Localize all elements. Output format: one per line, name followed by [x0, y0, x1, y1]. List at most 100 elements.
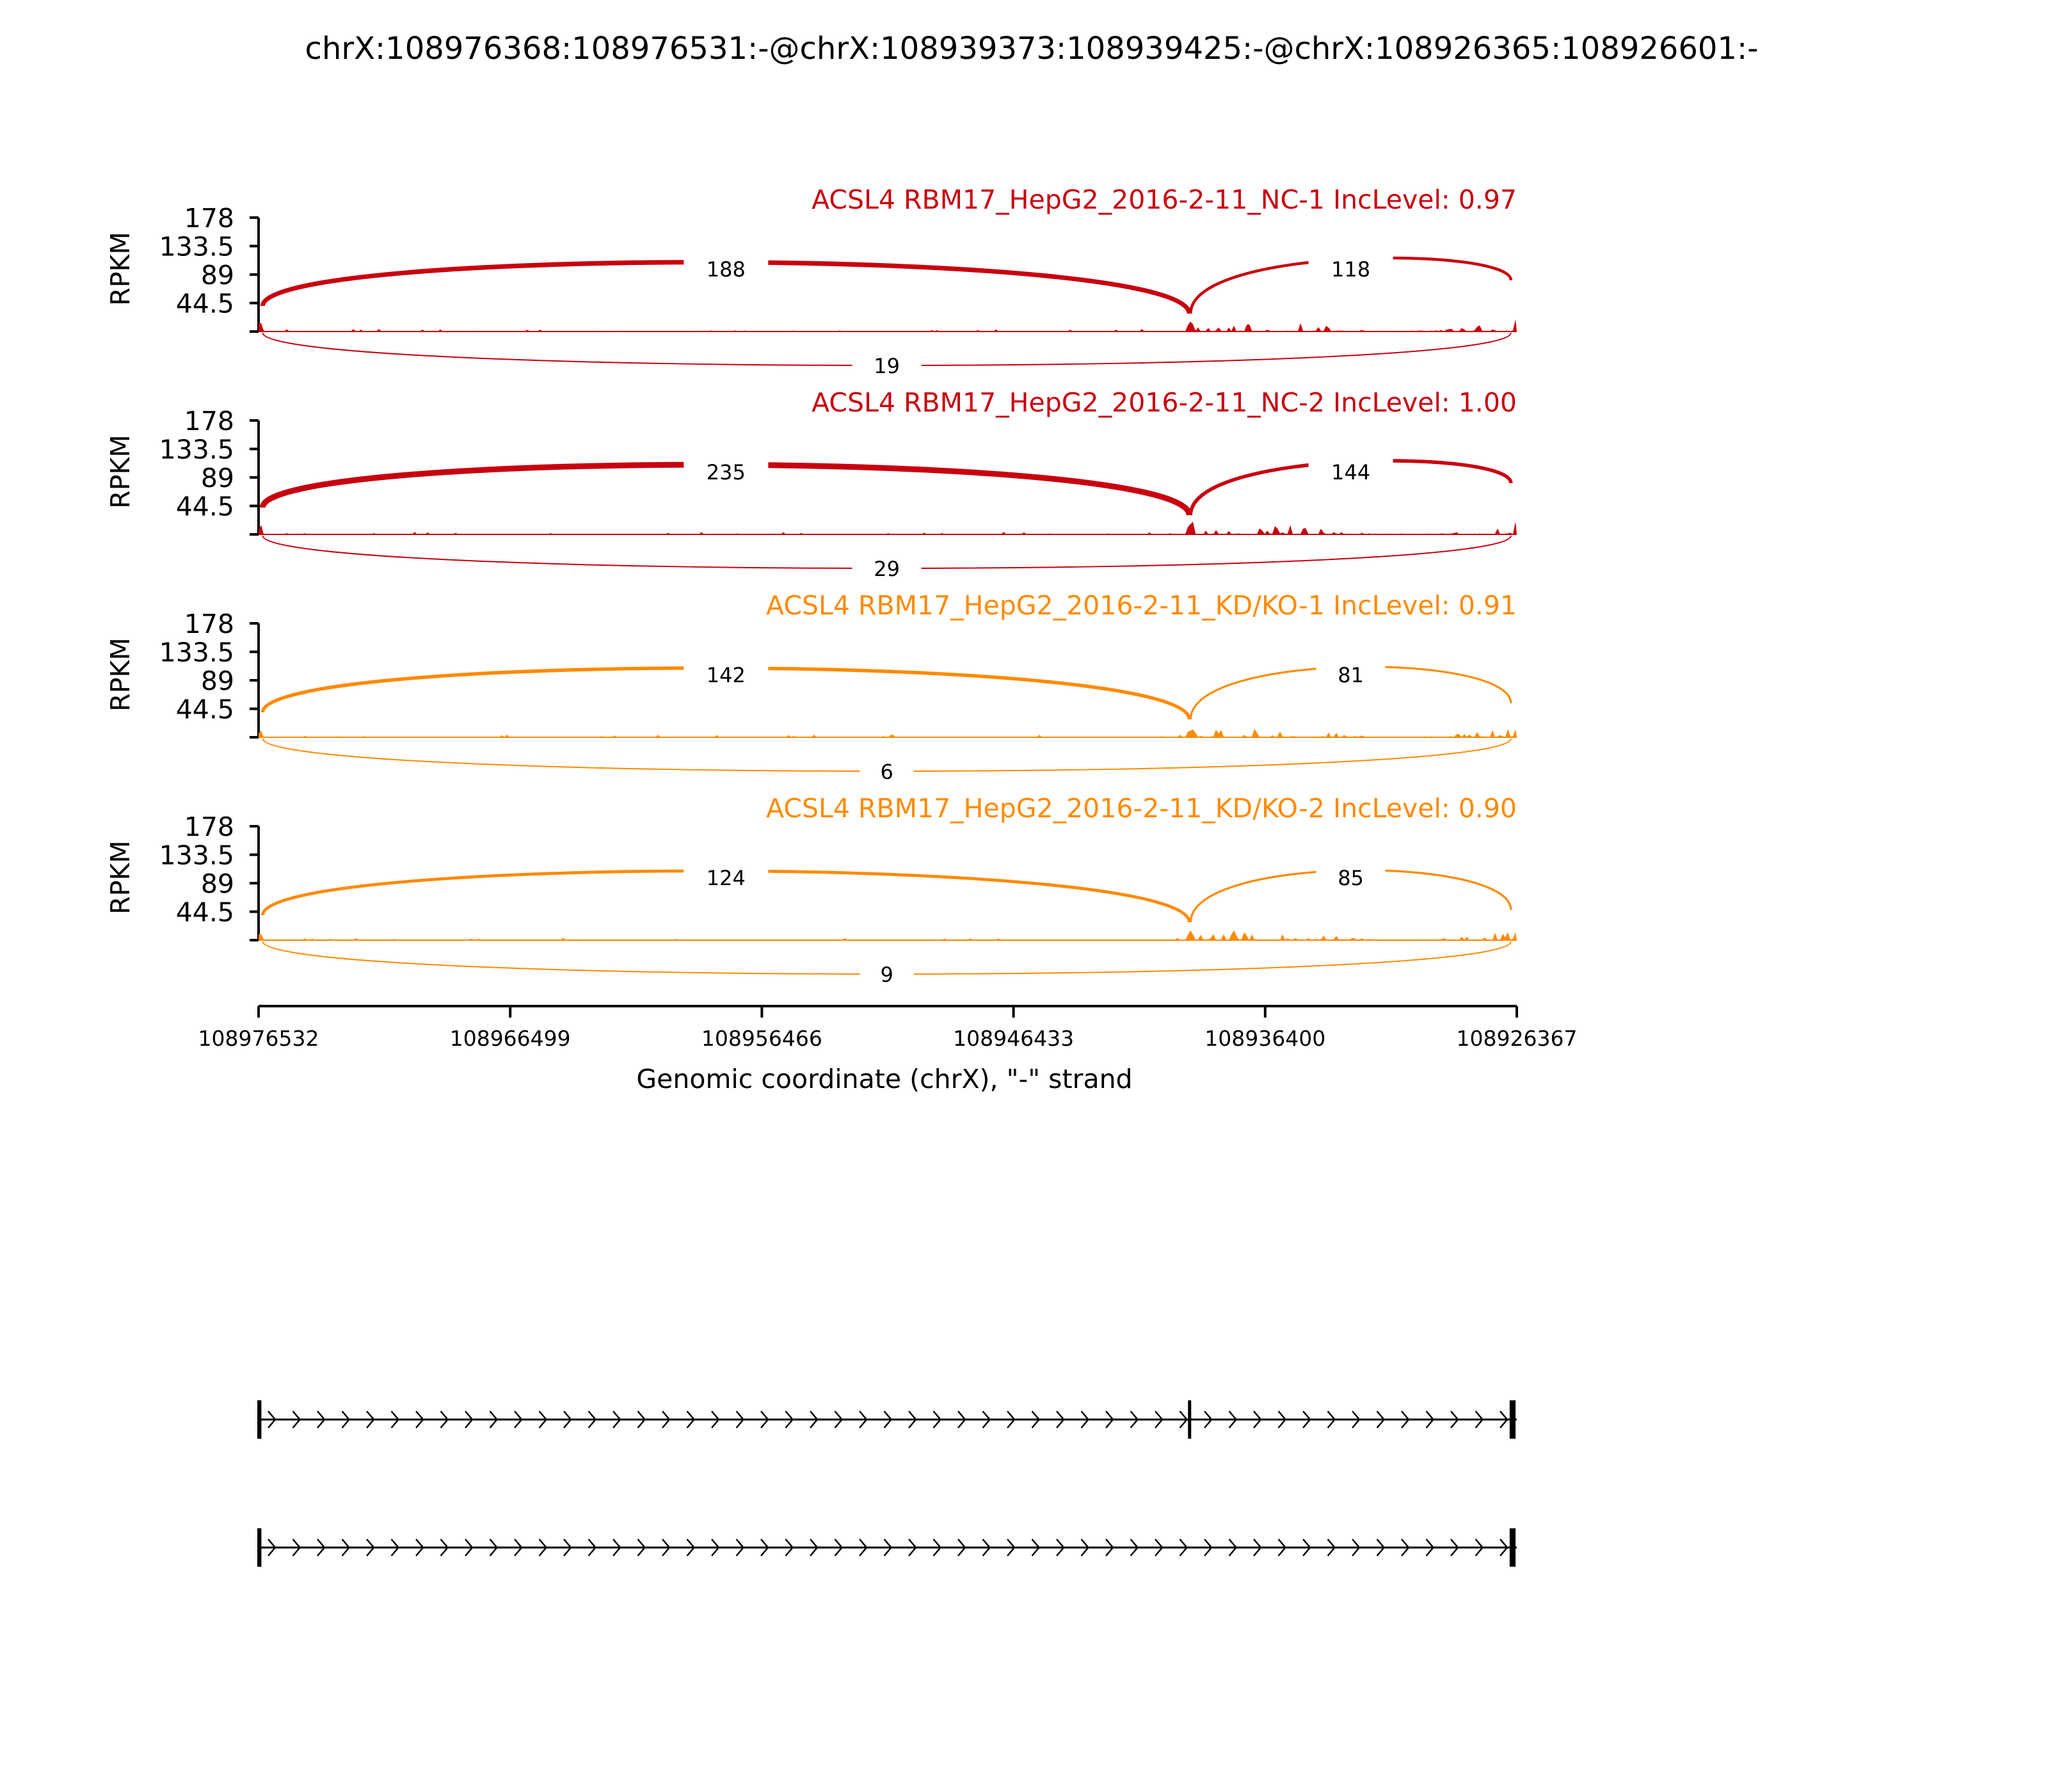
- strand-arrow: [982, 1539, 991, 1556]
- strand-arrow: [637, 1539, 646, 1556]
- junction-count-label: 29: [874, 557, 900, 581]
- strand-arrow: [735, 1539, 745, 1556]
- y-tick-label: 178: [184, 203, 234, 234]
- strand-arrow: [859, 1411, 868, 1428]
- transcript-1: [257, 1400, 1517, 1439]
- x-tick-label: 108926367: [1457, 1026, 1578, 1051]
- junction-count-label: 85: [1338, 866, 1364, 890]
- strand-arrow: [834, 1539, 844, 1556]
- strand-arrow: [1500, 1411, 1508, 1428]
- junction-label-bg: [1308, 256, 1393, 280]
- junction-label-bg: [860, 758, 914, 783]
- strand-arrow: [711, 1539, 720, 1556]
- strand-arrow: [390, 1411, 400, 1428]
- x-tick-label: 108956466: [701, 1026, 822, 1051]
- strand-arrow: [908, 1411, 917, 1428]
- strand-arrow: [1376, 1411, 1386, 1428]
- strand-arrow: [1475, 1539, 1484, 1556]
- strand-arrow: [1352, 1411, 1361, 1428]
- strand-arrow: [1007, 1539, 1016, 1556]
- y-tick-label: 133.5: [159, 840, 234, 871]
- panel-label: ACSL4 RBM17_HepG2_2016-2-11_NC-2 IncLeve…: [812, 387, 1517, 418]
- strand-arrow: [1204, 1539, 1213, 1556]
- strand-arrow: [292, 1411, 301, 1428]
- y-tick-label: 44.5: [176, 694, 234, 725]
- strand-arrow: [1425, 1411, 1435, 1428]
- strand-arrow: [268, 1411, 276, 1428]
- strand-arrow: [1105, 1539, 1114, 1556]
- strand-arrow: [563, 1539, 572, 1556]
- strand-arrow: [1130, 1411, 1139, 1428]
- strand-arrow: [538, 1411, 548, 1428]
- y-tick-label: 44.5: [176, 289, 234, 319]
- strand-arrow: [1228, 1411, 1238, 1428]
- strand-arrow: [785, 1539, 794, 1556]
- strand-arrow: [612, 1411, 621, 1428]
- strand-arrow: [366, 1411, 375, 1428]
- strand-arrow: [514, 1539, 523, 1556]
- junction-count-label: 81: [1338, 663, 1364, 687]
- strand-arrow: [341, 1539, 351, 1556]
- strand-arrow: [1302, 1411, 1311, 1428]
- junction-label-bg: [852, 556, 922, 580]
- strand-arrow: [1401, 1411, 1410, 1428]
- y-tick-label: 89: [201, 868, 234, 899]
- y-tick-label: 89: [201, 463, 234, 493]
- strand-arrow: [489, 1411, 499, 1428]
- strand-arrow: [588, 1411, 597, 1428]
- strand-arrow: [1376, 1539, 1386, 1556]
- strand-arrow: [489, 1539, 499, 1556]
- junction-label-bg: [684, 256, 769, 280]
- strand-arrow: [883, 1539, 893, 1556]
- coverage-area: [259, 521, 1517, 534]
- strand-arrow: [1500, 1539, 1508, 1556]
- y-tick-label: 44.5: [176, 492, 234, 522]
- y-tick-label: 133.5: [159, 435, 234, 465]
- strand-arrow: [686, 1539, 696, 1556]
- y-tick-label: 178: [184, 812, 234, 842]
- strand-arrow: [957, 1411, 966, 1428]
- strand-arrow: [785, 1411, 794, 1428]
- strand-arrow: [1475, 1411, 1484, 1428]
- strand-arrow: [810, 1411, 819, 1428]
- junction-count-label: 118: [1331, 257, 1370, 282]
- x-tick-label: 108946433: [953, 1026, 1074, 1051]
- junction-count-label: 144: [1331, 460, 1370, 484]
- strand-arrow: [341, 1411, 351, 1428]
- strand-arrow: [735, 1411, 745, 1428]
- junction-label-bg: [1316, 662, 1386, 686]
- panel-label: ACSL4 RBM17_HepG2_2016-2-11_KD/KO-1 IncL…: [766, 590, 1517, 621]
- strand-arrow: [1080, 1411, 1090, 1428]
- y-tick-label: 178: [184, 609, 234, 639]
- junction-count-label: 6: [880, 760, 893, 784]
- strand-arrow: [538, 1539, 548, 1556]
- chart-title: chrX:108976368:108976531:-@chrX:10893937…: [305, 31, 1759, 67]
- strand-arrow: [1080, 1539, 1090, 1556]
- junction-label-bg: [1316, 865, 1386, 889]
- x-axis-label: Genomic coordinate (chrX), "-" strand: [636, 1064, 1132, 1094]
- strand-arrow: [440, 1411, 449, 1428]
- strand-arrow: [1450, 1411, 1459, 1428]
- strand-arrow: [662, 1539, 671, 1556]
- y-axis-label: RPKM: [105, 840, 136, 914]
- strand-arrow: [588, 1539, 597, 1556]
- panel-label: ACSL4 RBM17_HepG2_2016-2-11_KD/KO-2 IncL…: [766, 793, 1517, 824]
- strand-arrow: [982, 1411, 991, 1428]
- y-axis-label: RPKM: [105, 637, 136, 711]
- junction-label-bg: [684, 662, 769, 686]
- strand-arrow: [268, 1539, 276, 1556]
- strand-arrow: [1327, 1411, 1336, 1428]
- strand-arrow: [1277, 1411, 1287, 1428]
- strand-arrow: [1130, 1539, 1139, 1556]
- junction-count-label: 124: [707, 866, 746, 890]
- strand-arrow: [440, 1539, 449, 1556]
- x-axis: 108976532 108966499 108956466 108946433 1089…: [198, 1005, 1578, 1051]
- x-tick-label: 108936400: [1204, 1026, 1325, 1051]
- junction-count-label: 235: [707, 460, 746, 484]
- strand-arrow: [932, 1411, 942, 1428]
- strand-arrow: [390, 1539, 400, 1556]
- strand-arrow: [908, 1539, 917, 1556]
